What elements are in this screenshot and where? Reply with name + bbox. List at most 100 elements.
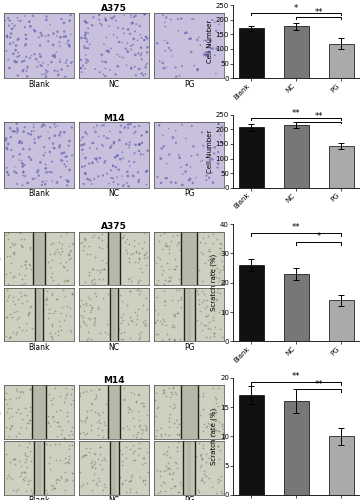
Point xyxy=(217,250,223,258)
Point xyxy=(79,453,85,461)
Point xyxy=(203,312,209,320)
Point xyxy=(167,452,173,460)
Point xyxy=(136,390,142,398)
Point xyxy=(91,448,97,456)
Bar xyxy=(4,232,33,285)
Point xyxy=(128,250,134,258)
Y-axis label: Cell Number: Cell Number xyxy=(207,130,213,173)
Point xyxy=(46,310,52,318)
Point xyxy=(3,312,9,320)
Point xyxy=(167,402,173,410)
Point xyxy=(143,70,148,78)
Point xyxy=(44,16,49,24)
Point xyxy=(197,41,203,49)
Point xyxy=(23,404,28,412)
Point xyxy=(153,432,159,440)
Point xyxy=(5,280,11,288)
Point xyxy=(129,316,134,324)
Point xyxy=(125,124,131,132)
Point xyxy=(200,234,206,241)
Point xyxy=(67,248,73,256)
Point xyxy=(205,247,211,255)
Point xyxy=(87,250,93,258)
Point xyxy=(52,120,57,128)
Point xyxy=(106,22,112,30)
Point xyxy=(15,484,21,492)
Point xyxy=(6,291,12,299)
Point xyxy=(165,464,171,471)
Point xyxy=(215,285,221,293)
Point xyxy=(102,420,108,428)
Point xyxy=(206,318,212,326)
Point xyxy=(91,230,97,238)
X-axis label: PG: PG xyxy=(184,80,194,88)
Point xyxy=(194,316,200,324)
Point xyxy=(162,302,168,310)
Point xyxy=(197,238,203,246)
Point xyxy=(200,405,206,413)
Point xyxy=(28,458,34,466)
Point xyxy=(43,486,49,494)
Point xyxy=(172,265,178,273)
Point xyxy=(206,52,212,60)
Point xyxy=(160,266,166,274)
Point xyxy=(56,440,62,448)
Point xyxy=(86,314,91,322)
Point xyxy=(195,486,200,494)
Y-axis label: Scratch rate (%): Scratch rate (%) xyxy=(211,254,217,312)
Point xyxy=(52,132,58,140)
Point xyxy=(66,242,72,250)
Point xyxy=(129,408,134,416)
Point xyxy=(212,417,218,425)
Point xyxy=(89,304,95,312)
Point xyxy=(162,448,168,456)
Point xyxy=(179,120,185,128)
Point xyxy=(99,256,105,264)
Point xyxy=(128,14,134,22)
Point xyxy=(212,323,218,331)
Point xyxy=(78,56,84,64)
Point xyxy=(141,251,147,259)
Point xyxy=(130,316,135,324)
Bar xyxy=(195,442,224,495)
Point xyxy=(10,486,16,494)
Point xyxy=(216,120,222,128)
Point xyxy=(108,14,114,22)
Point xyxy=(115,24,121,32)
Point xyxy=(14,308,20,316)
Point xyxy=(199,128,205,136)
Point xyxy=(143,422,149,430)
Point xyxy=(95,172,101,180)
Point xyxy=(23,53,29,61)
Point xyxy=(183,168,188,175)
Point xyxy=(207,156,213,164)
Point xyxy=(81,300,86,308)
Point xyxy=(83,18,89,26)
Point xyxy=(17,472,23,480)
Point xyxy=(100,408,106,416)
Point xyxy=(19,299,24,307)
Point xyxy=(134,286,140,294)
Point xyxy=(79,68,85,76)
Point xyxy=(102,328,108,336)
Point xyxy=(43,160,49,168)
Point xyxy=(68,30,74,38)
Point xyxy=(152,396,158,404)
Point xyxy=(160,320,166,328)
Point xyxy=(136,65,142,73)
Point xyxy=(20,68,25,76)
Point xyxy=(210,178,216,186)
Point xyxy=(63,59,69,67)
Point xyxy=(82,236,87,244)
Point xyxy=(23,40,29,48)
Point xyxy=(196,392,202,400)
Point xyxy=(207,255,213,263)
Point xyxy=(64,182,70,190)
Point xyxy=(159,336,165,344)
Point xyxy=(97,154,103,162)
Point xyxy=(83,250,89,258)
Point xyxy=(208,44,214,52)
Point xyxy=(132,51,138,59)
Bar xyxy=(120,232,150,285)
Point xyxy=(64,412,70,420)
